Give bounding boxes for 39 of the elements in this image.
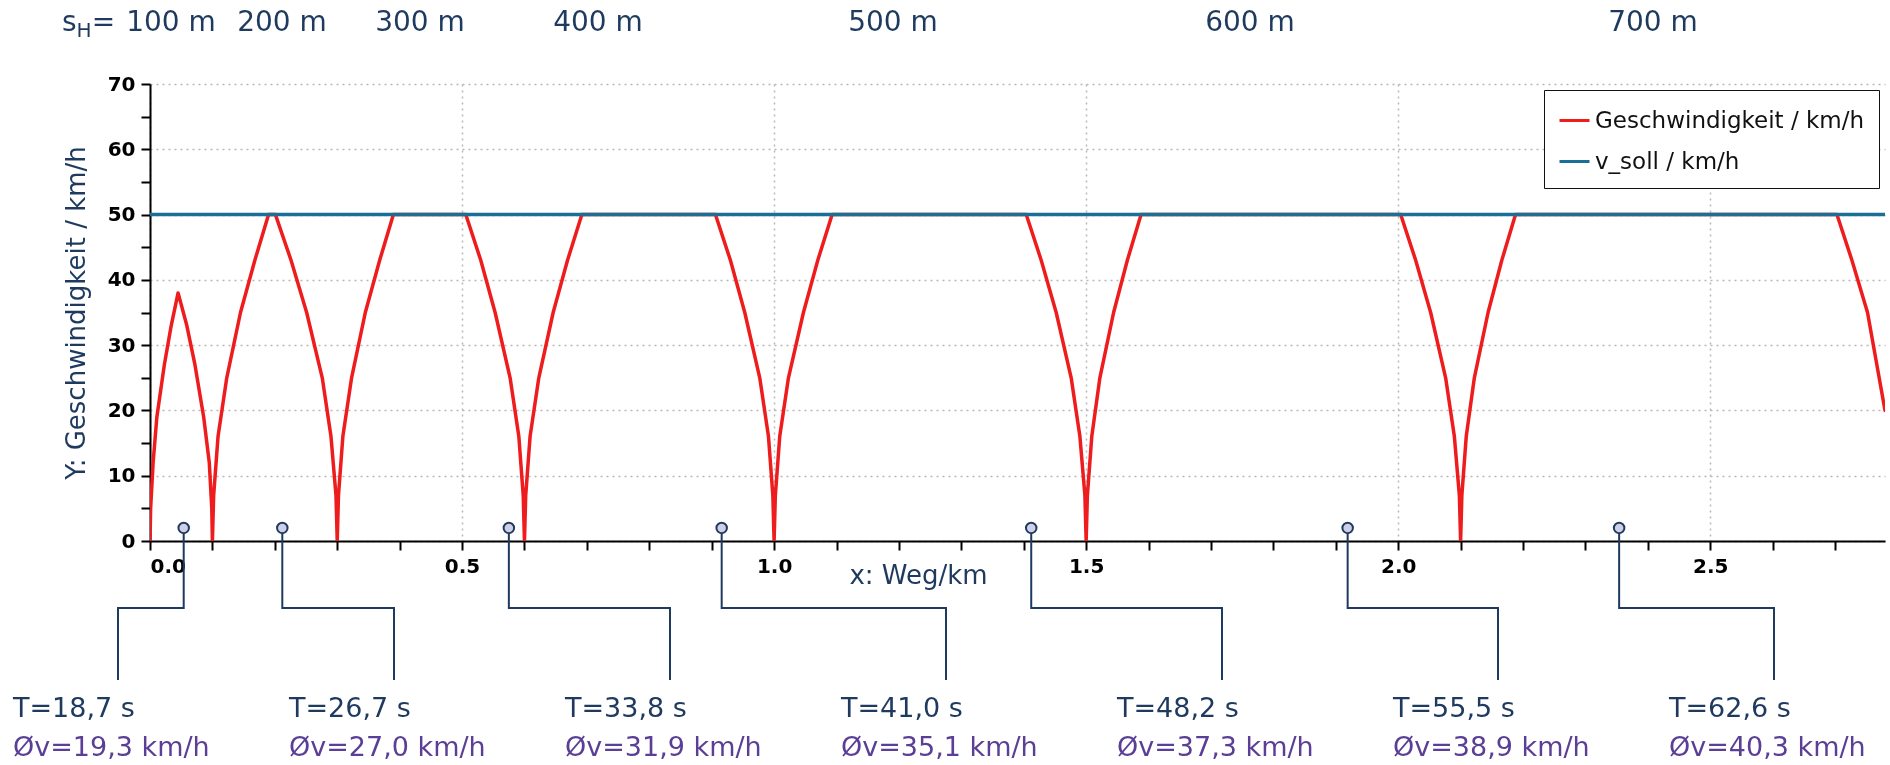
text: Øv=40,3 km/h	[1669, 731, 1866, 762]
text: Øv=37,3 km/h	[1117, 731, 1314, 762]
y-tick-label: 70	[107, 71, 136, 96]
text: 600 m	[1205, 5, 1295, 38]
text: Øv=19,3 km/h	[13, 731, 210, 762]
x-axis-title: x: Weg/km	[849, 559, 988, 590]
text: s$_{H}$=	[62, 5, 116, 42]
y-tick-label: 20	[107, 397, 136, 422]
y-tick-label: 10	[107, 463, 136, 488]
annotation: T=48,2 s	[1116, 692, 1239, 723]
text: Øv=27,0 km/h	[289, 731, 486, 762]
annotation: T=62,6 s	[1668, 692, 1791, 723]
x-tick-label: 0.5	[444, 553, 481, 578]
annotation: T=33,8 s	[564, 692, 687, 723]
y-tick-label: 60	[107, 136, 136, 161]
annotation: T=26,7 s	[288, 692, 411, 723]
y-tick-label: 0	[121, 528, 136, 553]
text: 400 m	[553, 5, 643, 38]
text: 500 m	[848, 5, 938, 38]
legend-label: v_soll / km/h	[1595, 147, 1740, 174]
text: Øv=35,1 km/h	[841, 731, 1038, 762]
y-tick-label: 30	[107, 332, 136, 357]
legend-label: Geschwindigkeit / km/h	[1595, 106, 1865, 133]
x-tick-label: 2.0	[1380, 553, 1417, 578]
text: 200 m	[237, 5, 327, 38]
y-tick-label: 40	[107, 267, 136, 292]
y-axis-title: Y: Geschwindigkeit / km/h	[60, 146, 91, 481]
y-tick-label: 50	[107, 202, 136, 227]
text: 100 m	[126, 5, 216, 38]
text: 300 m	[375, 5, 465, 38]
text: 700 m	[1608, 5, 1698, 38]
x-tick-label: 1.0	[756, 553, 793, 578]
text: Øv=31,9 km/h	[565, 731, 762, 762]
text: Øv=38,9 km/h	[1393, 731, 1590, 762]
annotation: T=55,5 s	[1392, 692, 1515, 723]
x-tick-label: 1.5	[1068, 553, 1105, 578]
annotation: T=18,7 s	[12, 692, 135, 723]
annotation: T=41,0 s	[840, 692, 963, 723]
x-tick-label: 2.5	[1693, 553, 1729, 578]
